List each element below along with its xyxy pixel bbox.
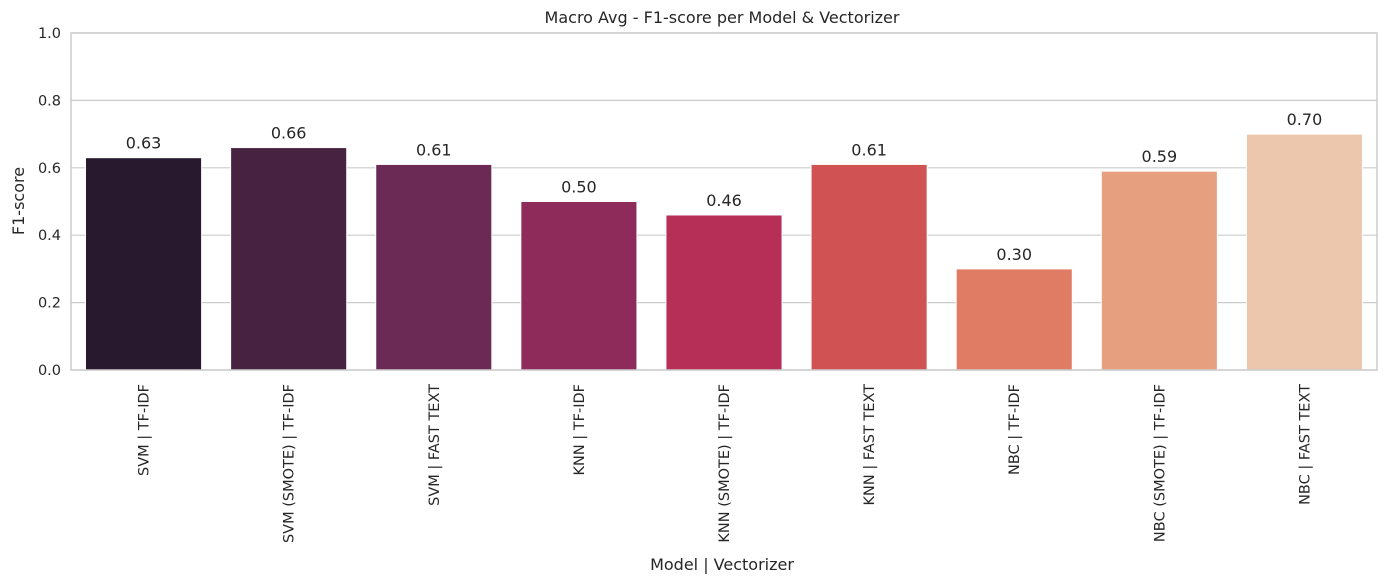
y-tick-label: 1.0 <box>38 26 61 42</box>
data-label: 0.61 <box>851 140 887 159</box>
plot-frame <box>70 32 1378 371</box>
bar <box>85 157 203 371</box>
chart-title: Macro Avg - F1-score per Model & Vectori… <box>545 8 900 27</box>
x-tick-label: SVM (SMOTE) | TF-IDF <box>282 384 298 543</box>
x-tick-label: SVM | FAST TEXT <box>427 384 443 506</box>
bar <box>955 268 1073 371</box>
x-tick-label: KNN | TF-IDF <box>572 384 588 476</box>
bar <box>230 147 348 371</box>
data-label: 0.63 <box>126 134 162 153</box>
bars <box>85 133 1363 371</box>
x-tick-label: KNN | FAST TEXT <box>862 384 878 506</box>
x-tick-label: SVM | TF-IDF <box>137 384 153 476</box>
y-tick-label: 0.4 <box>38 228 61 244</box>
y-tick-labels: 0.0 0.2 0.4 0.6 0.8 1.0 <box>38 26 61 379</box>
data-label: 0.30 <box>996 245 1032 264</box>
x-tick-labels: SVM | TF-IDF SVM (SMOTE) | TF-IDF SVM | FA… <box>137 384 1314 543</box>
bar <box>810 163 928 371</box>
bar <box>375 163 493 371</box>
y-axis-label: F1-score <box>9 167 28 235</box>
data-label: 0.70 <box>1287 110 1323 129</box>
y-tick-label: 0.8 <box>38 93 61 109</box>
x-tick-label: NBC (SMOTE) | TF-IDF <box>1152 384 1168 542</box>
bar <box>520 201 638 371</box>
y-tick-label: 0.6 <box>38 161 61 177</box>
data-label: 0.46 <box>706 191 742 210</box>
bar <box>1100 170 1218 371</box>
data-label: 0.66 <box>271 124 307 143</box>
bar <box>1245 133 1363 371</box>
bar <box>665 214 783 371</box>
data-label: 0.61 <box>416 140 452 159</box>
data-label: 0.50 <box>561 178 597 197</box>
x-tick-label: NBC | FAST TEXT <box>1297 384 1313 505</box>
y-tick-label: 0.2 <box>38 296 61 312</box>
data-labels: 0.63 0.66 0.61 0.50 0.46 0.61 0.30 0.59 0.70 <box>126 110 1323 264</box>
x-tick-label: KNN (SMOTE) | TF-IDF <box>717 384 733 543</box>
x-axis-label: Model | Vectorizer <box>650 555 794 574</box>
y-tick-label: 0.0 <box>38 363 61 379</box>
x-tick-label: NBC | TF-IDF <box>1007 384 1023 475</box>
data-label: 0.59 <box>1142 147 1178 166</box>
